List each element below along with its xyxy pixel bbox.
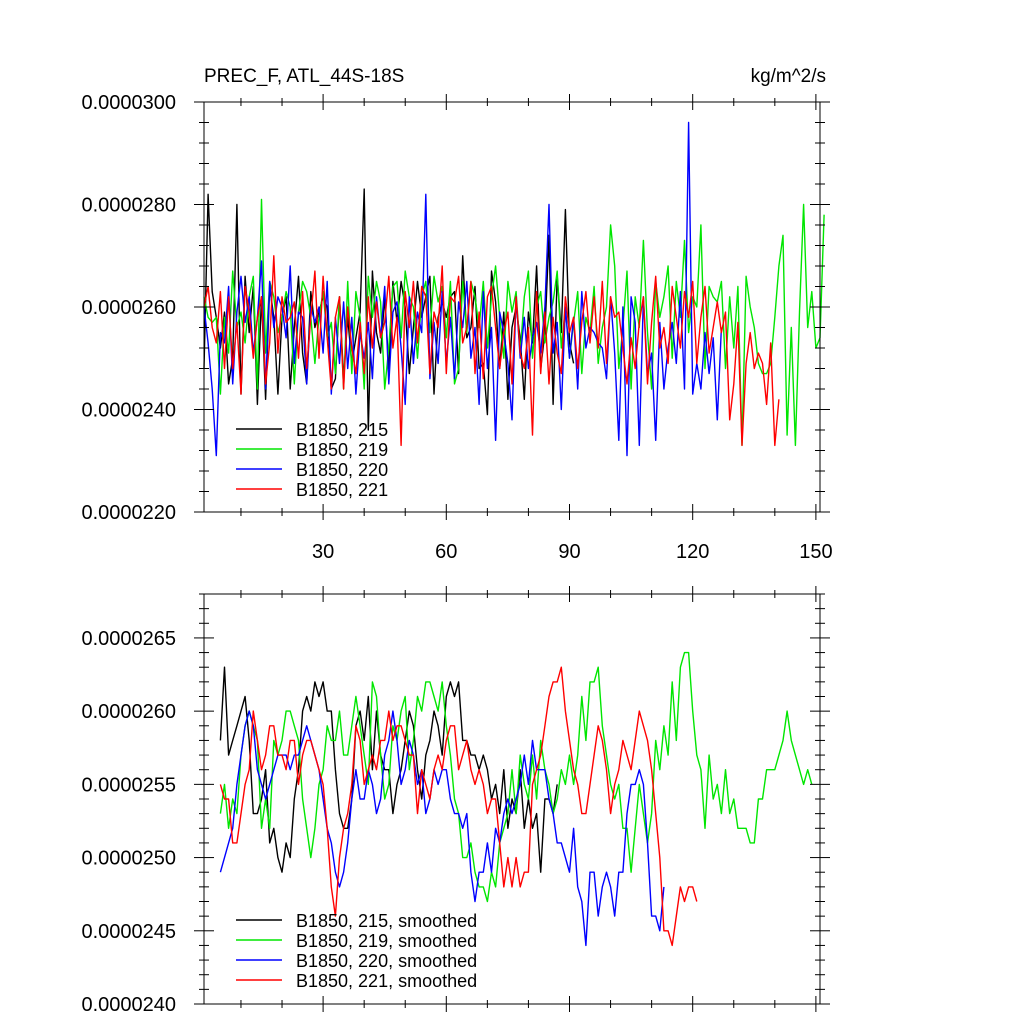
series-line-4: [219, 666, 698, 947]
units-label: kg/m^2/s: [751, 66, 826, 87]
series-line-1: [219, 666, 558, 873]
x-tick-label: 90: [558, 541, 580, 563]
x-tick-label: 60: [435, 541, 457, 563]
y-tick-label: 0.0000240: [81, 994, 176, 1016]
legend-label: B1850, 220: [296, 460, 388, 480]
y-tick-label: 0.0000280: [81, 195, 176, 217]
y-tick-label: 0.0000220: [81, 502, 176, 524]
series-line-3: [203, 121, 723, 457]
x-tick-label: 150: [799, 541, 832, 563]
bottom-axes: 0.0000240 0.0000245 0.0000250 0.0000255 0.00…: [81, 586, 830, 1016]
legend-label: B1850, 221: [296, 480, 388, 500]
bottom-panel: 0.0000240 0.0000245 0.0000250 0.0000255 0.00…: [81, 586, 830, 1016]
legend-label: B1850, 219: [296, 440, 388, 460]
series-line-4: [203, 255, 780, 447]
y-tick-label: 0.0000300: [81, 92, 176, 114]
series-line-2: [219, 651, 813, 903]
top-series-group: [203, 121, 825, 457]
chart-title: PREC_F, ATL_44S-18S: [204, 66, 404, 87]
y-tick-label: 0.0000255: [81, 774, 176, 796]
legend-label: B1850, 215, smoothed: [296, 911, 477, 931]
y-tick-label: 0.0000260: [81, 297, 176, 319]
y-tick-label: 0.0000245: [81, 921, 176, 943]
bottom-series-group: [219, 651, 813, 947]
legend-label: B1850, 221, smoothed: [296, 971, 477, 991]
series-line-2: [203, 198, 825, 447]
legend-label: B1850, 215: [296, 420, 388, 440]
y-tick-label: 0.0000260: [81, 701, 176, 723]
legend-label: B1850, 219, smoothed: [296, 931, 477, 951]
x-tick-label: 30: [312, 541, 334, 563]
y-tick-label: 0.0000250: [81, 848, 176, 870]
x-tick-label: 120: [676, 541, 709, 563]
y-tick-label: 0.0000265: [81, 628, 176, 650]
top-panel: PREC_F, ATL_44S-18S kg/m^2/s 30 60 90 120 15…: [81, 66, 832, 563]
legend-label: B1850, 220, smoothed: [296, 951, 477, 971]
top-axes: 30 60 90 120 150 0.0000220 0.0000240 0.0000260 0…: [81, 92, 832, 563]
y-tick-label: 0.0000240: [81, 400, 176, 422]
